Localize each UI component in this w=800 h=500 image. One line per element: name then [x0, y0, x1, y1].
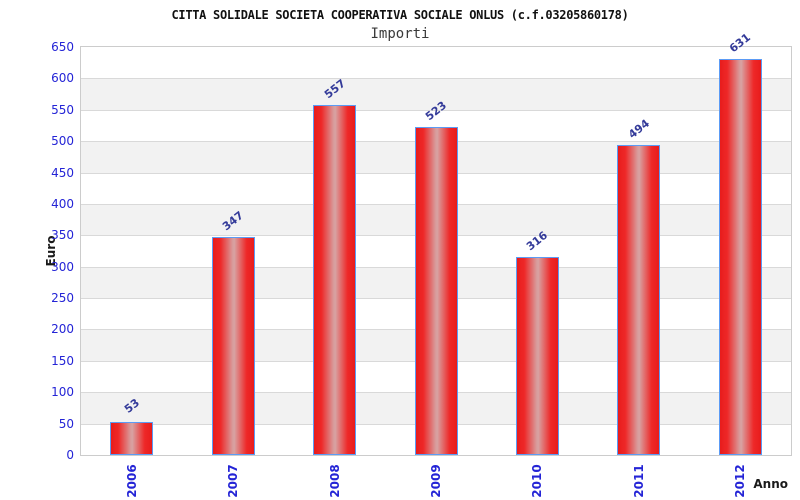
- y-tick-label: 50: [58, 416, 74, 431]
- x-axis-title: Anno: [753, 477, 788, 491]
- x-tick-label: 2006: [124, 464, 139, 498]
- bar-2011: [617, 144, 661, 455]
- x-tick-label: 2007: [226, 464, 241, 498]
- y-tick-label: 450: [51, 165, 74, 180]
- bar-2007: [211, 237, 255, 455]
- y-tick-label: 100: [51, 385, 74, 400]
- x-tick-label: 2008: [327, 464, 342, 498]
- chart-subtitle: Importi: [370, 26, 430, 42]
- y-tick-label: 0: [66, 448, 74, 462]
- bar-2012: [718, 58, 762, 455]
- bar-2009: [414, 126, 458, 455]
- y-tick-label: 550: [51, 102, 74, 117]
- plot-band: [81, 47, 791, 79]
- bar-2006: [110, 421, 154, 455]
- gridline: [81, 109, 791, 111]
- x-tick-label: 2010: [530, 464, 545, 498]
- x-tick-label: 2012: [733, 464, 748, 498]
- bar-2008: [313, 105, 357, 455]
- y-tick-label: 650: [51, 40, 74, 54]
- bar-2010: [515, 256, 559, 455]
- y-tick-label: 150: [51, 353, 74, 368]
- y-tick-label: 350: [51, 228, 74, 243]
- plot-area: [80, 46, 792, 456]
- y-tick-label: 400: [51, 196, 74, 211]
- y-tick-label: 600: [51, 71, 74, 86]
- chart-title: CITTA SOLIDALE SOCIETA COOPERATIVA SOCIA…: [171, 8, 629, 22]
- plot-band: [81, 78, 791, 110]
- x-tick-label: 2011: [631, 464, 646, 498]
- y-tick-label: 200: [51, 322, 74, 337]
- x-tick-label: 2009: [429, 464, 443, 498]
- y-tick-label: 500: [51, 134, 74, 149]
- gridline: [81, 78, 791, 80]
- y-tick-label: 300: [51, 259, 74, 274]
- y-tick-label: 250: [51, 291, 74, 306]
